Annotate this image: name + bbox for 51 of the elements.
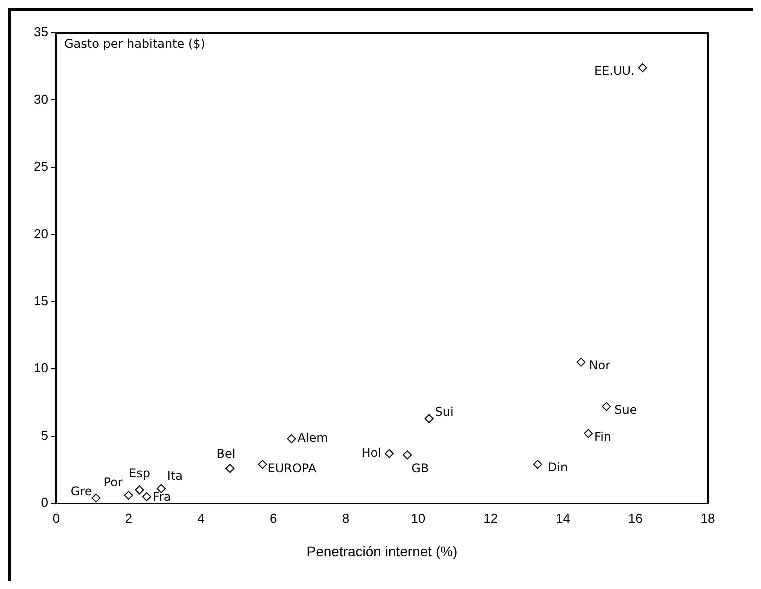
y-tick-label: 10 — [34, 360, 48, 376]
point — [602, 402, 612, 412]
point — [124, 491, 134, 500]
x-axis-title: Penetración internet (%) — [306, 543, 458, 560]
series-label: Bel — [216, 446, 236, 461]
point — [92, 494, 101, 503]
y-tick-label: 15 — [34, 293, 48, 308]
series-label: Por — [104, 476, 123, 490]
series-label: Ita — [167, 468, 184, 483]
y-tick-label: 30 — [34, 92, 48, 107]
y-tick-label: 5 — [41, 428, 48, 443]
x-tick-label: 0 — [52, 510, 60, 526]
series-label: Fin — [594, 430, 612, 444]
series-label: Sue — [614, 402, 638, 417]
series-label: Alem — [298, 431, 328, 446]
x-tick-label: 10 — [411, 510, 426, 526]
series-label: Nor — [589, 358, 611, 373]
point — [142, 492, 152, 502]
x-tick-label: 4 — [198, 510, 205, 526]
point — [424, 414, 434, 424]
series-label: EUROPA — [268, 462, 318, 476]
x-tick-label: 12 — [484, 510, 498, 526]
point — [226, 464, 235, 474]
point — [533, 460, 542, 470]
point — [287, 434, 296, 444]
point — [384, 449, 394, 458]
y-tick-label: 35 — [34, 24, 48, 40]
point — [638, 63, 648, 72]
x-tick-label: 6 — [270, 510, 278, 526]
y-tick-label: 0 — [41, 495, 48, 510]
y-tick-label: 20 — [34, 226, 48, 242]
series-label: Din — [548, 460, 568, 475]
point — [258, 460, 268, 470]
y-axis-title: Gasto per habitante ($) — [64, 37, 206, 52]
series-label: Gre — [70, 484, 92, 498]
point — [403, 450, 412, 460]
y-tick-label: 25 — [34, 159, 48, 174]
series-label: Fra — [152, 490, 172, 504]
point — [584, 429, 594, 438]
point — [135, 486, 144, 495]
x-tick-label: 2 — [125, 510, 132, 526]
x-tick-label: 8 — [342, 510, 350, 526]
x-tick-label: 16 — [628, 510, 643, 526]
series-label: GB — [412, 461, 430, 476]
series-label: Esp — [128, 466, 150, 480]
series-label: Sui — [435, 405, 454, 420]
point — [576, 358, 586, 367]
series-label: EE.UU. — [594, 64, 635, 78]
x-tick-label: 18 — [700, 510, 716, 526]
series-label: Hol — [362, 446, 382, 460]
x-tick-label: 14 — [556, 510, 570, 526]
